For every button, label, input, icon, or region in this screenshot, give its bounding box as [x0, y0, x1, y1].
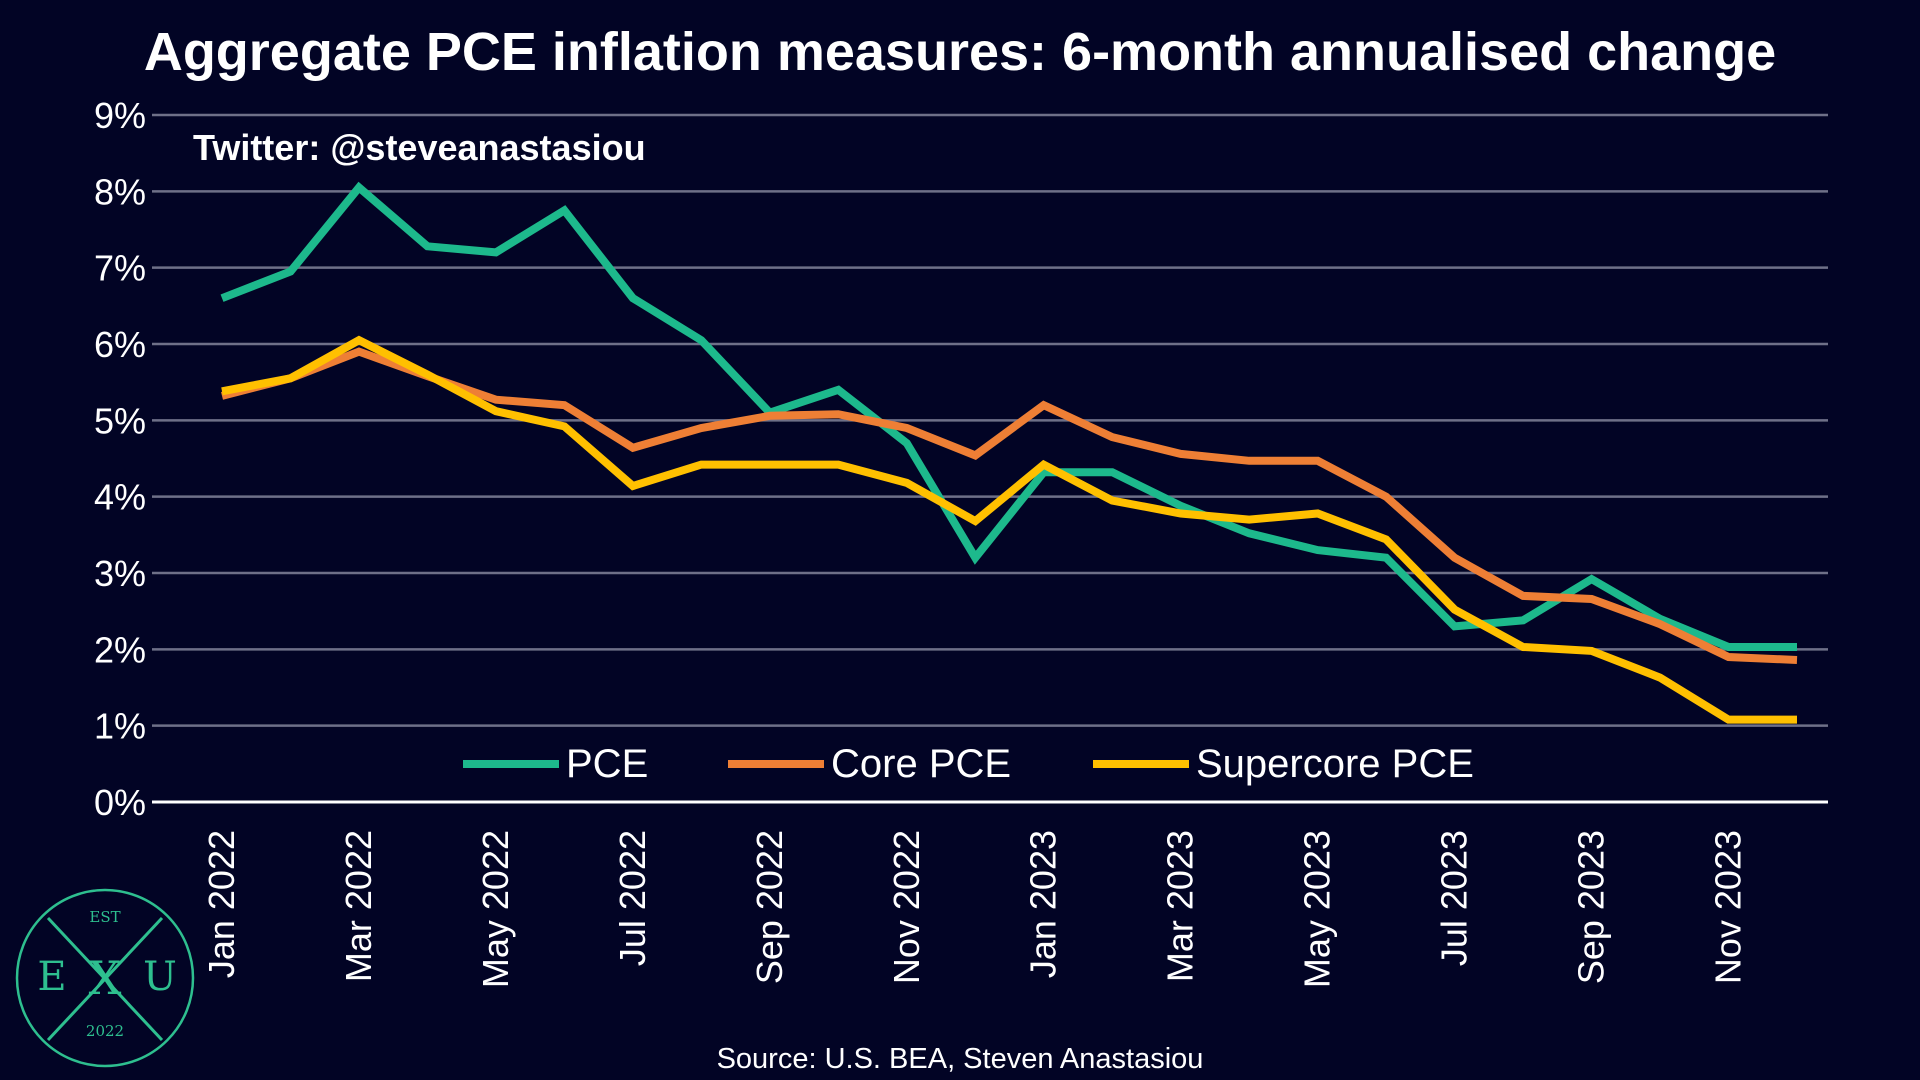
y-tick-label: 9%	[94, 95, 146, 136]
x-tick-label: Nov 2022	[886, 830, 927, 984]
logo-letter-u: U	[143, 954, 177, 1000]
grid-lines	[152, 113, 1828, 804]
legend-label: Supercore PCE	[1196, 742, 1474, 786]
series-line-pce	[220, 181, 1797, 651]
x-tick-label: Sep 2022	[749, 830, 790, 984]
logo-letter-x: X	[89, 951, 122, 1005]
series-line-supercore-pce	[221, 335, 1797, 724]
chart-title: Aggregate PCE inflation measures: 6-mont…	[144, 22, 1776, 82]
x-tick-label: Nov 2023	[1708, 830, 1749, 984]
x-axis-ticks: Jan 2022 Mar 2022 May 2022 Jul 2022 Sep 2022…	[201, 830, 1749, 988]
legend-label: Core PCE	[831, 742, 1011, 786]
y-axis-ticks: 0% 1% 2% 3% 4% 5% 6% 7% 8% 9%	[94, 95, 146, 823]
legend-label: PCE	[566, 742, 648, 786]
twitter-handle: Twitter: @steveanastasiou	[193, 127, 646, 168]
logo-emblem: EST E X U 2022	[15, 888, 195, 1068]
x-tick-label: May 2022	[475, 830, 516, 988]
source-note: Source: U.S. BEA, Steven Anastasiou	[717, 1043, 1204, 1075]
logo-ring	[15, 888, 195, 1068]
x-tick-label: Jan 2022	[201, 830, 242, 978]
x-tick-label: Sep 2023	[1571, 830, 1612, 984]
logo-slash-2	[46, 916, 164, 1042]
x-tick-label: Jan 2023	[1023, 830, 1064, 978]
series-lines	[220, 181, 1798, 724]
y-tick-label: 3%	[94, 553, 146, 594]
logo-year-text: 2022	[86, 1022, 124, 1040]
y-tick-label: 2%	[94, 629, 146, 670]
x-tick-label: May 2023	[1297, 830, 1338, 988]
y-tick-label: 7%	[94, 248, 146, 289]
series-line-core-pce	[221, 347, 1798, 664]
y-tick-label: 4%	[94, 477, 146, 518]
x-tick-label: Jul 2022	[612, 830, 653, 966]
x-tick-label: Jul 2023	[1434, 830, 1475, 966]
y-tick-label: 8%	[94, 171, 146, 212]
x-tick-label: Mar 2023	[1160, 830, 1201, 982]
logo-letter-e: E	[37, 954, 66, 1000]
y-tick-label: 0%	[94, 782, 146, 823]
logo-est-text: EST	[89, 908, 120, 926]
y-tick-label: 6%	[94, 324, 146, 365]
y-tick-label: 5%	[94, 400, 146, 441]
y-tick-label: 1%	[94, 706, 146, 747]
x-tick-label: Mar 2022	[338, 830, 379, 982]
legend: PCE Core PCE Supercore PCE	[463, 742, 1474, 786]
